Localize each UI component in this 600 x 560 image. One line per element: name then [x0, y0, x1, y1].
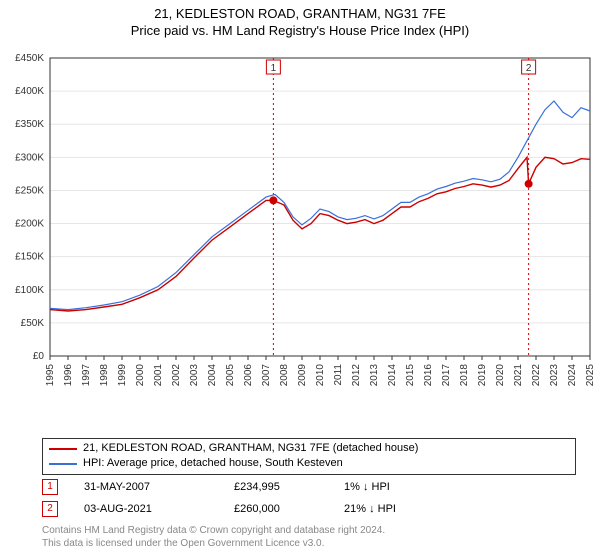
svg-text:2019: 2019 — [477, 364, 488, 387]
svg-text:1996: 1996 — [63, 364, 74, 387]
svg-text:2000: 2000 — [135, 364, 146, 387]
svg-text:1995: 1995 — [45, 364, 56, 387]
sale-marker-cell: 1 — [42, 479, 84, 495]
svg-text:2016: 2016 — [423, 364, 434, 387]
svg-text:2025: 2025 — [585, 364, 596, 387]
legend-swatch — [49, 448, 77, 450]
svg-text:2021: 2021 — [513, 364, 524, 387]
svg-text:2006: 2006 — [243, 364, 254, 387]
svg-text:2: 2 — [526, 63, 532, 74]
svg-text:1: 1 — [271, 63, 277, 74]
attribution: Contains HM Land Registry data © Crown c… — [42, 524, 562, 550]
svg-text:2017: 2017 — [441, 364, 452, 387]
svg-text:£450K: £450K — [15, 53, 44, 64]
svg-text:£100K: £100K — [15, 285, 44, 296]
price-chart: £0 £50K £100K £150K £200K £250K £300K £350K £400… — [4, 50, 596, 430]
attribution-line: Contains HM Land Registry data © Crown c… — [42, 524, 562, 537]
sale-marker-icon: 1 — [42, 479, 58, 495]
svg-text:£200K: £200K — [15, 219, 44, 230]
legend-row: 21, KEDLESTON ROAD, GRANTHAM, NG31 7FE (… — [49, 441, 569, 456]
svg-text:2014: 2014 — [387, 364, 398, 387]
svg-text:2012: 2012 — [351, 364, 362, 387]
svg-text:£350K: £350K — [15, 119, 44, 130]
page-title: 21, KEDLESTON ROAD, GRANTHAM, NG31 7FE — [0, 0, 600, 21]
svg-text:£0: £0 — [33, 351, 45, 362]
svg-text:2007: 2007 — [261, 364, 272, 387]
svg-text:2018: 2018 — [459, 364, 470, 387]
svg-text:2004: 2004 — [207, 364, 218, 387]
chart-svg: £0 £50K £100K £150K £200K £250K £300K £350K £400… — [4, 50, 596, 430]
legend-label: HPI: Average price, detached house, Sout… — [83, 456, 343, 471]
legend-label: 21, KEDLESTON ROAD, GRANTHAM, NG31 7FE (… — [83, 441, 418, 456]
svg-text:£150K: £150K — [15, 252, 44, 263]
svg-text:2011: 2011 — [333, 364, 344, 386]
sale-price: £234,995 — [234, 481, 344, 493]
svg-text:2020: 2020 — [495, 364, 506, 387]
svg-text:2009: 2009 — [297, 364, 308, 387]
table-row: 2 03-AUG-2021 £260,000 21% ↓ HPI — [42, 498, 562, 520]
sale-price: £260,000 — [234, 503, 344, 515]
svg-text:2010: 2010 — [315, 364, 326, 387]
svg-text:2023: 2023 — [549, 364, 560, 387]
svg-text:£50K: £50K — [21, 318, 45, 329]
svg-text:2002: 2002 — [171, 364, 182, 387]
legend-swatch — [49, 463, 77, 465]
table-row: 1 31-MAY-2007 £234,995 1% ↓ HPI — [42, 476, 562, 498]
svg-text:1997: 1997 — [81, 364, 92, 387]
sales-table: 1 31-MAY-2007 £234,995 1% ↓ HPI 2 03-AUG… — [42, 476, 562, 520]
svg-text:£300K: £300K — [15, 152, 44, 163]
svg-text:2015: 2015 — [405, 364, 416, 387]
sale-marker-icon: 2 — [42, 501, 58, 517]
svg-text:1998: 1998 — [99, 364, 110, 387]
svg-text:2024: 2024 — [567, 364, 578, 387]
sale-date: 31-MAY-2007 — [84, 481, 234, 493]
svg-text:1999: 1999 — [117, 364, 128, 387]
attribution-line: This data is licensed under the Open Gov… — [42, 537, 562, 550]
sale-diff: 21% ↓ HPI — [344, 503, 464, 515]
svg-text:2001: 2001 — [153, 364, 164, 387]
svg-text:2013: 2013 — [369, 364, 380, 387]
sale-marker-cell: 2 — [42, 501, 84, 517]
sale-diff: 1% ↓ HPI — [344, 481, 464, 493]
legend: 21, KEDLESTON ROAD, GRANTHAM, NG31 7FE (… — [42, 438, 576, 475]
svg-text:£400K: £400K — [15, 86, 44, 97]
svg-text:2008: 2008 — [279, 364, 290, 387]
legend-row: HPI: Average price, detached house, Sout… — [49, 456, 569, 471]
sale-date: 03-AUG-2021 — [84, 503, 234, 515]
svg-text:2003: 2003 — [189, 364, 200, 387]
svg-text:2022: 2022 — [531, 364, 542, 387]
svg-text:£250K: £250K — [15, 185, 44, 196]
svg-text:2005: 2005 — [225, 364, 236, 387]
page-subtitle: Price paid vs. HM Land Registry's House … — [0, 21, 600, 38]
